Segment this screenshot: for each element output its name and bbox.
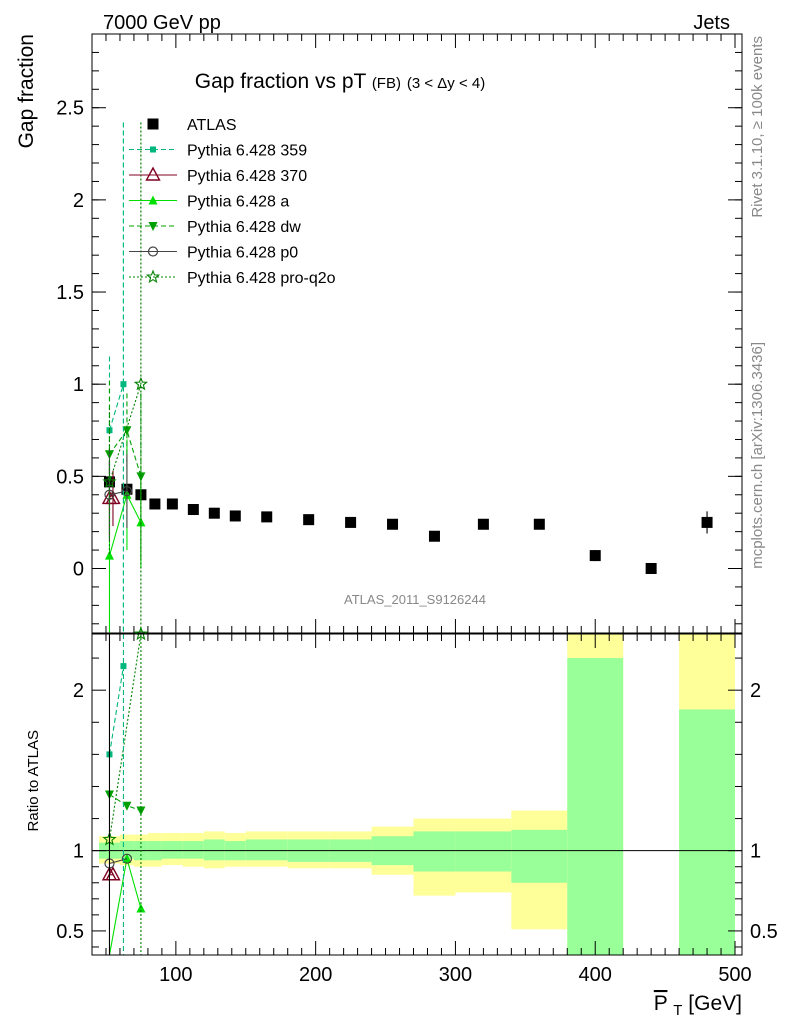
x-tick-label: 500 [718,964,751,986]
ratio-band-inner [679,709,736,955]
chart-title-cond: (3 < Δy < 4) [407,75,485,92]
point-atlas [166,498,178,510]
x-axis-label: P T [GeV] [654,992,742,1020]
ratio-ytick-label: 2 [73,680,84,702]
legend-marker-pdw [148,222,158,231]
legend-label-atlas: ATLAS [187,117,237,134]
main-ytick-label: 1 [73,374,84,396]
ratio-ytick-label: 0.5 [56,921,84,943]
ratio-line-pq2o [108,633,142,840]
point-atlas [261,511,273,523]
legend-label-p370: Pythia 6.428 370 [187,168,307,185]
ratio-panel-marks [101,626,149,956]
main-ytick-label: 0 [73,558,84,580]
ratio-band-inner [567,658,624,955]
ratio-panel: 0.5 0.5 1 1 2 2 100 200 300 400 500 Ratio to ATLAS… [25,626,778,1020]
point-atlas [229,510,241,522]
ratio-band-inner [511,829,568,883]
point-atlas [645,562,657,574]
ratio-panel-frame [91,633,743,956]
y-axis-label-ratio: Ratio to ATLAS [25,730,42,831]
ratio-point-pq2o [133,626,149,641]
x-tick-label: 400 [579,964,612,986]
point-atlas [149,498,161,510]
main-ytick-label: 1.5 [56,282,84,304]
chart-title-sub: (FB) [372,75,401,92]
x-tick-label: 100 [159,964,192,986]
legend-marker-pp0 [147,246,159,257]
point-atlas [208,507,220,519]
y-axis-label-main: Gap fraction [15,34,38,148]
ratio-ytick-label: 1 [73,841,84,863]
point-pdw [122,426,132,436]
chart-title: Gap fraction vs pT (FB) (3 < Δy < 4) [195,70,485,93]
ratio-band-inner [413,831,456,872]
header-left: 7000 GeV pp [103,12,221,34]
x-tick-label: 200 [299,964,332,986]
ratio-band-inner [161,841,183,859]
point-atlas [701,516,713,528]
point-pdw [136,472,146,482]
main-panel-ticks: 0 0.5 1 1.5 2 2.5 [56,34,742,633]
legend-marker-pa [148,195,158,205]
legend-marker-pq2o [145,269,161,284]
main-ytick-label: 2.5 [56,98,84,120]
legend-label-pdw: Pythia 6.428 dw [187,219,301,236]
point-atlas [589,550,601,562]
analysis-watermark: ATLAS_2011_S9126244 [344,592,486,607]
x-tick-label: 300 [439,964,472,986]
legend-marker-p370 [145,166,161,181]
legend-label-pq2o: Pythia 6.428 pro-q2o [187,270,336,287]
legend-marker-p359 [150,146,156,153]
point-pq2o [102,474,117,488]
main-ytick-label: 2 [73,190,84,212]
point-atlas [345,516,357,528]
ratio-point-pa [122,853,132,863]
x-axis-label-sub: T [673,1002,682,1019]
point-pp0 [104,489,115,500]
legend-label-pp0: Pythia 6.428 p0 [187,245,298,262]
ratio-point-pp0 [121,853,133,864]
ratio-band-inner [203,839,225,861]
ratio-bands [92,634,742,955]
legend-label-p359: Pythia 6.428 359 [187,143,307,160]
point-atlas [477,518,489,530]
header-right: Jets [693,12,730,34]
ratio-ytick-label-right: 2 [750,680,761,702]
side-text-bottom: mcplots.cern.ch [arXiv:1306.3436] [749,342,766,569]
legend-label-pa: Pythia 6.428 a [187,194,289,211]
point-p359 [120,381,127,388]
ratio-band-inner [245,839,288,861]
side-text-top: Rivet 3.1.10, ≥ 100k events [749,36,766,218]
series-line-pdw [109,429,142,477]
chart-title-main: Gap fraction vs pT [195,70,367,93]
main-panel: 0 0.5 1 1.5 2 2.5 Gap fraction vs pT (FB) (3 … [15,33,743,634]
ratio-point-pdw [122,801,132,811]
legend: ATLAS Pythia 6.428 359 Pythia 6.428 370 Pyt… [129,117,336,287]
point-atlas [428,530,440,542]
ratio-ytick-label-right: 1 [750,841,761,863]
ratio-band-inner [455,831,512,872]
point-pa [104,550,114,560]
point-atlas [303,514,315,526]
series-line-pq2o [108,384,142,483]
ratio-ytick-label-right: 0.5 [750,921,778,943]
point-atlas [387,518,399,530]
main-panel-frame [91,33,743,634]
x-axis-label-unit: [GeV] [688,992,742,1015]
ratio-panel-ticks: 0.5 0.5 1 1 2 2 100 200 300 400 500 [56,634,778,986]
point-atlas [533,518,545,530]
legend-marker-atlas [147,118,159,130]
x-axis-label-main: P [654,992,668,1015]
ratio-line-p359 [108,666,125,755]
main-panel-marks [101,122,713,633]
main-ytick-label: 0.5 [56,466,84,488]
point-atlas [187,504,199,516]
point-pp0 [121,485,133,497]
ratio-band-inner [182,841,204,859]
ratio-line-pa [108,858,142,956]
series-line-p359 [108,384,125,431]
